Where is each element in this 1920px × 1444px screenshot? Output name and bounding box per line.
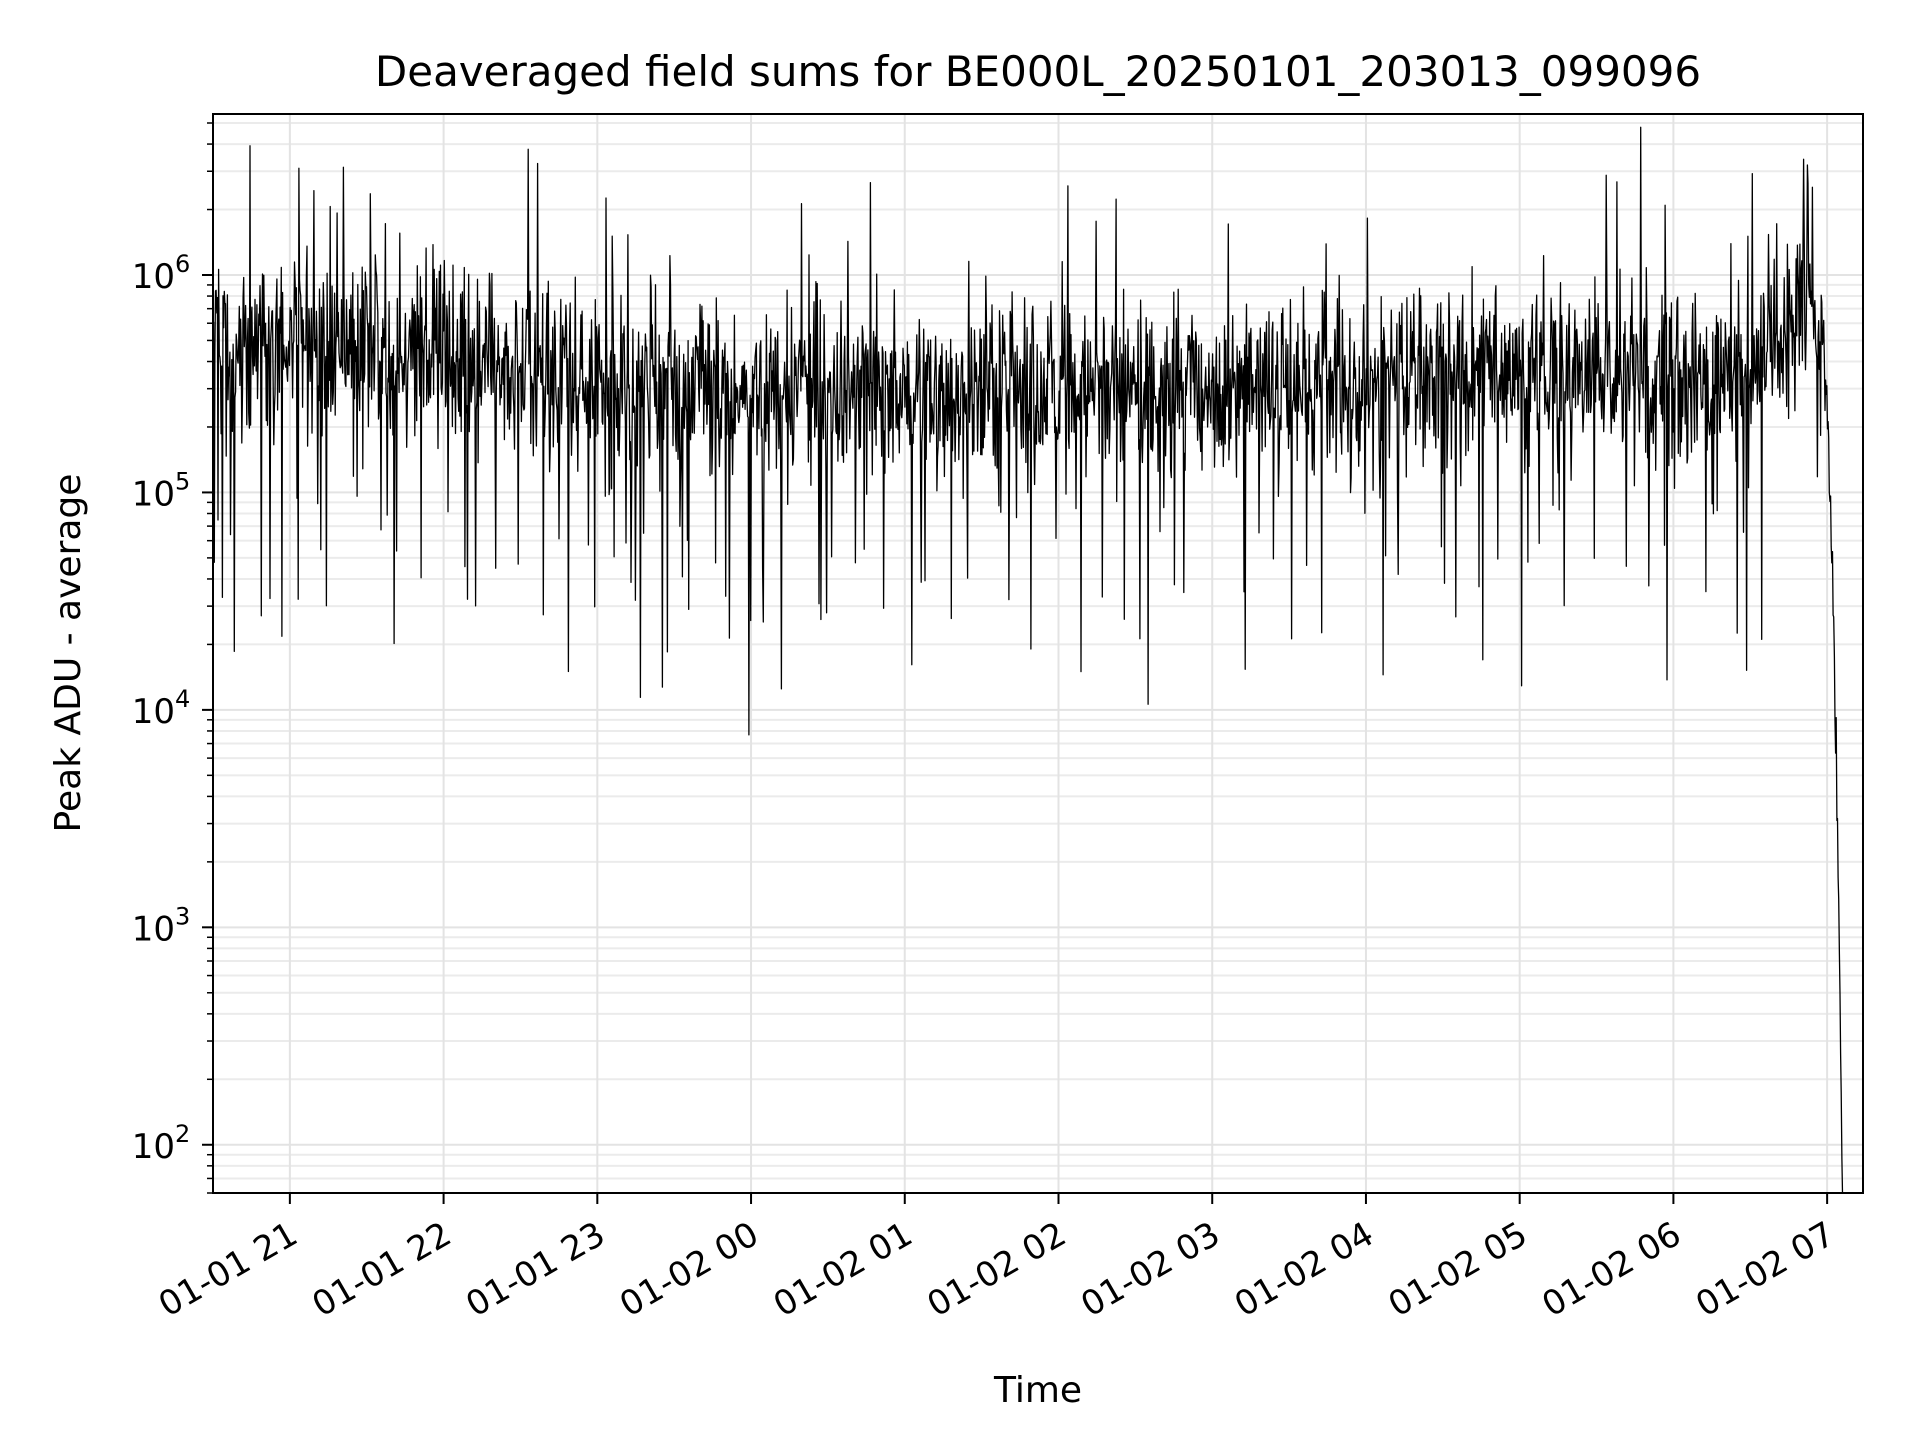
y-tick-label: 105: [132, 467, 191, 514]
grid-layer: [213, 114, 1863, 1194]
y-tick-label: 103: [132, 902, 191, 949]
series-line: [212, 126, 1844, 1194]
y-axis-label: Peak ADU - average: [48, 474, 89, 833]
chart-title: Deaveraged field sums for BE000L_2025010…: [375, 47, 1701, 96]
x-axis-label: Time: [993, 1370, 1082, 1411]
data-layer: [212, 126, 1844, 1194]
plot-frame: [212, 113, 1864, 1194]
y-tick-label: 106: [132, 250, 191, 297]
y-tick-label: 104: [132, 685, 191, 732]
y-tick-label: 102: [132, 1120, 191, 1167]
